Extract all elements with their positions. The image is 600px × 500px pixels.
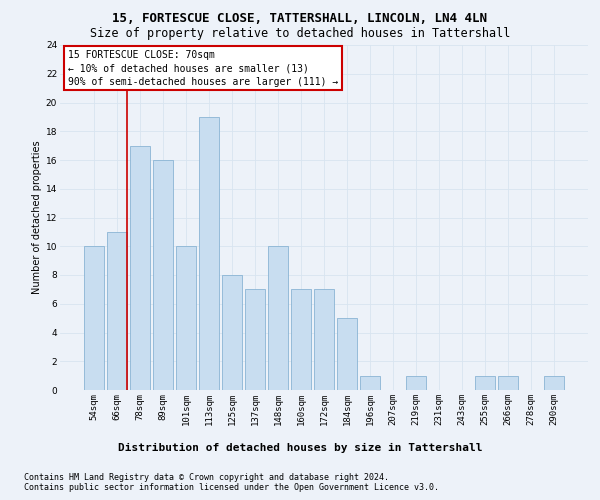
Text: 15, FORTESCUE CLOSE, TATTERSHALL, LINCOLN, LN4 4LN: 15, FORTESCUE CLOSE, TATTERSHALL, LINCOL… — [113, 12, 487, 26]
Bar — [499, 376, 518, 390]
Text: Contains public sector information licensed under the Open Government Licence v3: Contains public sector information licen… — [24, 482, 439, 492]
Bar — [544, 376, 564, 390]
Y-axis label: Number of detached properties: Number of detached properties — [32, 140, 41, 294]
Text: Size of property relative to detached houses in Tattershall: Size of property relative to detached ho… — [90, 28, 510, 40]
Text: Contains HM Land Registry data © Crown copyright and database right 2024.: Contains HM Land Registry data © Crown c… — [24, 472, 389, 482]
Bar — [268, 246, 288, 390]
Bar — [314, 290, 334, 390]
Bar — [291, 290, 311, 390]
Bar — [199, 117, 218, 390]
Bar — [406, 376, 426, 390]
Bar — [475, 376, 495, 390]
Text: Distribution of detached houses by size in Tattershall: Distribution of detached houses by size … — [118, 442, 482, 452]
Bar — [153, 160, 173, 390]
Bar — [337, 318, 357, 390]
Bar — [107, 232, 127, 390]
Text: 15 FORTESCUE CLOSE: 70sqm
← 10% of detached houses are smaller (13)
90% of semi-: 15 FORTESCUE CLOSE: 70sqm ← 10% of detac… — [68, 50, 338, 86]
Bar — [130, 146, 149, 390]
Bar — [245, 290, 265, 390]
Bar — [222, 275, 242, 390]
Bar — [360, 376, 380, 390]
Bar — [84, 246, 104, 390]
Bar — [176, 246, 196, 390]
